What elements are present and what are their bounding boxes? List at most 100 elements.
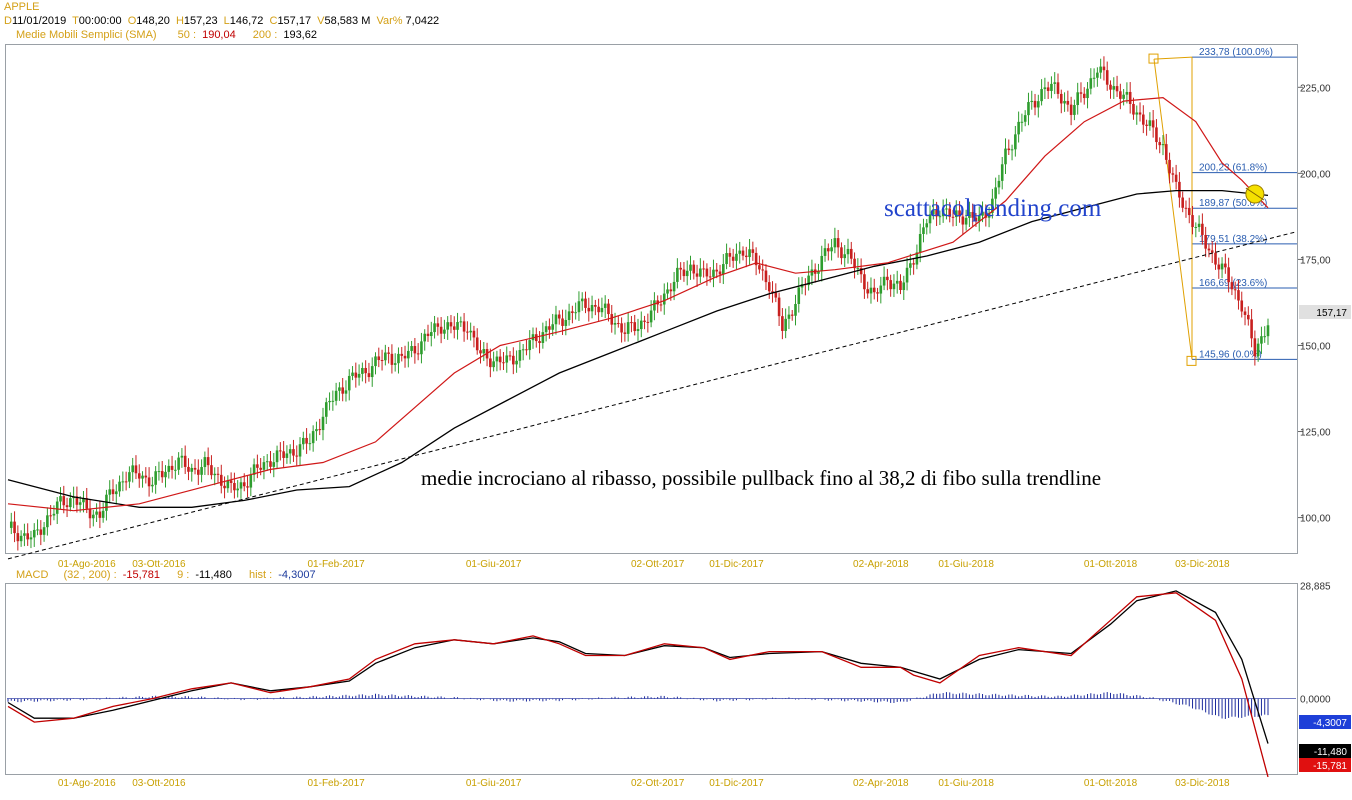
candle-body-80 [269, 461, 272, 467]
candle-body-162 [538, 341, 541, 344]
price-x-label-5: 01-Dic-2017 [709, 559, 764, 570]
candle-body-379 [1250, 319, 1253, 339]
candle-body-138 [459, 321, 463, 323]
candle-body-153 [508, 355, 512, 357]
candle-body-266 [879, 285, 883, 294]
macd-x-label-1: 03-Ott-2016 [132, 778, 186, 789]
candle-body-329 [1086, 88, 1089, 99]
candle-body-335 [1105, 70, 1109, 85]
candle-body-354 [1168, 159, 1171, 174]
candle-body-211 [699, 268, 702, 277]
candle-body-356 [1174, 174, 1178, 182]
annotation-text: medie incrociano al ribasso, possibile p… [421, 466, 1101, 490]
candle-body-359 [1184, 207, 1188, 209]
candle-body-300 [991, 198, 994, 214]
candle-body-352 [1161, 144, 1165, 146]
macd-line [7, 592, 1269, 778]
candle-body-275 [909, 263, 912, 268]
candle-body-1 [9, 521, 13, 528]
macd-x-label-2: 01-Feb-2017 [307, 778, 365, 789]
candle-body-192 [636, 329, 640, 332]
candle-body-14 [52, 513, 56, 516]
candle-body-86 [288, 449, 292, 454]
candle-body-350 [1155, 127, 1158, 143]
candle-body-26 [92, 514, 95, 519]
candle-body-228 [754, 252, 758, 266]
candle-body-126 [420, 341, 423, 355]
candle-body-75 [252, 464, 256, 475]
sma200-line [7, 189, 1269, 508]
candle-body-129 [429, 332, 433, 337]
candle-body-186 [617, 323, 620, 325]
candle-body-16 [59, 496, 62, 502]
candle-body-79 [265, 461, 269, 463]
candle-body-168 [557, 314, 561, 319]
candle-body-103 [344, 390, 348, 394]
candle-body-63 [213, 473, 217, 476]
price-tick-label-2: 150,00 [1300, 341, 1331, 352]
candle-body-35 [121, 481, 125, 483]
fib-level-label-5: 145,96 (0.0%) [1199, 349, 1262, 360]
candle-body-279 [922, 227, 925, 235]
candle-body-58 [197, 469, 200, 475]
candle-body-143 [475, 337, 479, 351]
candle-body-152 [505, 355, 509, 363]
candle-body-372 [1227, 267, 1230, 283]
price-tick-label-3: 175,00 [1300, 255, 1331, 266]
candle-body-61 [206, 457, 210, 466]
candle-body-344 [1135, 112, 1139, 115]
candle-body-200 [662, 293, 666, 305]
time-value: 00:00:00 [78, 15, 122, 27]
candle-body-31 [108, 489, 112, 495]
candle-body-116 [387, 352, 390, 354]
candle-body-259 [856, 268, 860, 270]
candle-body-327 [1079, 92, 1083, 94]
candle-body-358 [1181, 197, 1184, 208]
candle-body-316 [1043, 87, 1047, 90]
candle-body-114 [380, 360, 384, 362]
candle-body-332 [1096, 72, 1099, 78]
macd-tick-label-0: 28,885 [1300, 581, 1331, 592]
macd-badge-bg [1299, 758, 1351, 772]
candle-body-73 [246, 486, 249, 488]
candle-body-369 [1217, 264, 1221, 270]
candle-body-381 [1256, 343, 1260, 357]
candle-body-330 [1089, 78, 1093, 89]
price-x-label-0: 01-Ago-2016 [58, 559, 116, 570]
candle-body-101 [338, 387, 341, 391]
candle-body-339 [1119, 91, 1122, 99]
candle-body-287 [948, 208, 952, 217]
candle-body-241 [797, 287, 801, 304]
candle-body-232 [767, 282, 771, 292]
candle-body-284 [938, 216, 942, 218]
candle-body-290 [958, 210, 961, 217]
price-x-label-2: 01-Feb-2017 [307, 559, 365, 570]
candle-body-56 [190, 467, 194, 472]
candle-body-2 [13, 521, 16, 534]
candle-body-150 [498, 356, 502, 363]
candle-body-309 [1020, 121, 1024, 123]
candle-body-8 [32, 529, 36, 538]
candle-body-317 [1046, 87, 1050, 91]
candle-body-60 [203, 457, 207, 468]
candle-body-312 [1030, 100, 1034, 103]
candle-body-142 [472, 330, 476, 338]
watermark-text: scattacolpending.com [884, 195, 1102, 222]
price-x-label-4: 02-Ott-2017 [631, 559, 685, 570]
candle-body-165 [548, 326, 551, 330]
candle-body-82 [275, 450, 279, 463]
candle-body-337 [1112, 86, 1116, 90]
candle-body-144 [479, 350, 482, 354]
candle-body-78 [262, 462, 266, 470]
candle-body-340 [1122, 94, 1125, 99]
candle-body-357 [1178, 181, 1181, 198]
candle-body-209 [692, 264, 696, 274]
candle-body-141 [469, 330, 472, 333]
candle-body-9 [36, 529, 39, 531]
hist-badge-bg [1299, 715, 1351, 729]
high-value: 157,23 [183, 15, 218, 27]
candle-body-347 [1145, 124, 1148, 126]
candle-body-338 [1115, 86, 1119, 92]
candle-body-313 [1033, 100, 1037, 108]
